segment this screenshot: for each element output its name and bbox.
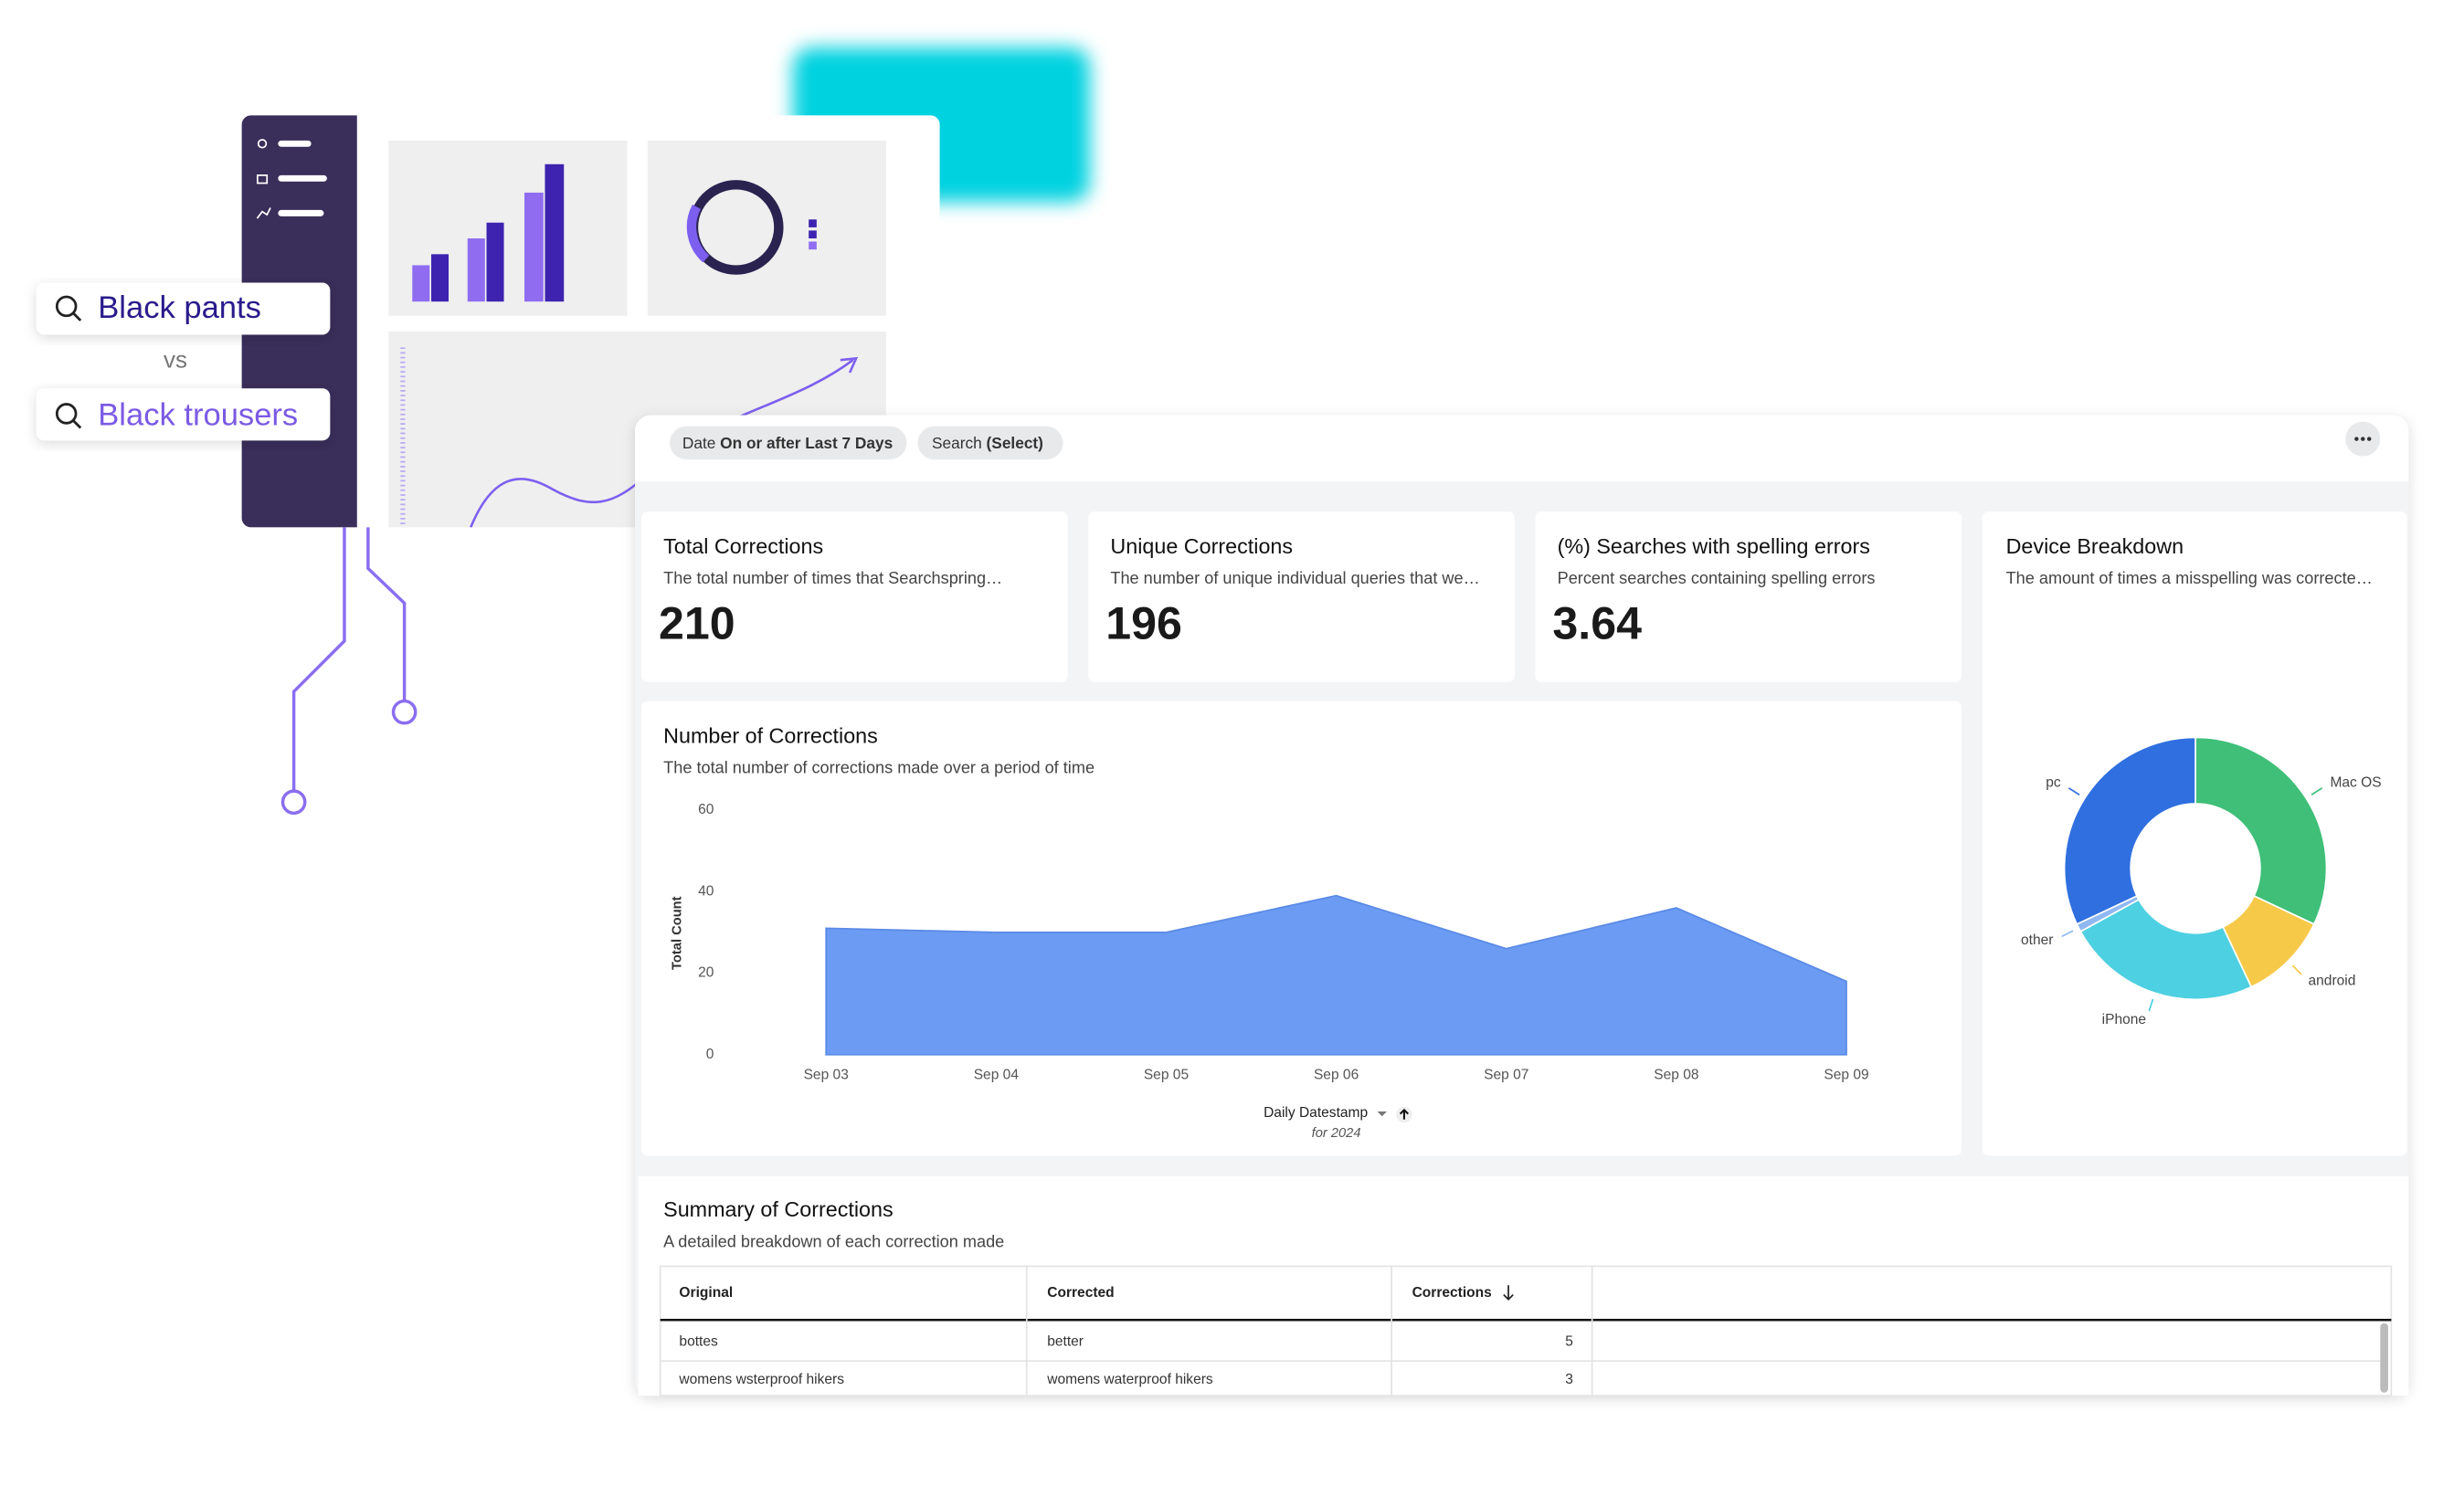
x-tick-label: Sep 04 — [974, 1067, 1020, 1082]
mini-line — [470, 359, 854, 528]
y-tick-label: 40 — [698, 883, 714, 899]
mini-bars — [412, 163, 565, 302]
filter-value: (Select) — [987, 433, 1043, 451]
card — [1088, 511, 1515, 682]
filter-text: Date On or after Last 7 Days — [682, 433, 893, 451]
table-cell: womens wsterproof hikers — [678, 1372, 844, 1387]
y-tick-label: 0 — [706, 1047, 714, 1062]
area — [825, 894, 1847, 1056]
y-tick-label: 20 — [698, 965, 714, 981]
card — [1982, 511, 2407, 1156]
dashboard: Date On or after Last 7 Days Search (Sel… — [635, 415, 2409, 1397]
circuit — [280, 527, 418, 816]
kpi-value: 210 — [659, 598, 735, 649]
filter-bar — [635, 415, 2409, 482]
search-text: Black trousers — [98, 398, 298, 433]
x-tick-label: Sep 05 — [1144, 1067, 1189, 1082]
card — [1535, 511, 1962, 682]
mini-arrow — [840, 356, 859, 374]
x-axis-note: for 2024 — [1312, 1126, 1361, 1141]
leader-line — [2291, 964, 2302, 975]
card-title: Number of Corrections — [663, 723, 878, 747]
sort-indicator — [1503, 1285, 1514, 1301]
scrollbar[interactable] — [2380, 1322, 2388, 1393]
x-tick-label: Sep 07 — [1484, 1067, 1528, 1082]
search-pill: Black trousers — [36, 388, 331, 441]
vs-label: vs — [164, 348, 187, 374]
column-header: Original — [679, 1285, 733, 1301]
card-subtitle: The amount of times a misspelling was co… — [2006, 569, 2373, 587]
donut-slice — [2063, 736, 2196, 926]
donut-slice — [2079, 898, 2253, 1001]
x-axis-title: Daily Datestamp — [1264, 1105, 1368, 1121]
card-title: (%) Searches with spelling errors — [1558, 534, 1870, 558]
table-subtitle: A detailed breakdown of each correction … — [663, 1232, 1004, 1250]
mini-card — [647, 140, 886, 316]
card-subtitle: The total number of times that Searchspr… — [663, 569, 1002, 587]
table-frame — [659, 1265, 2393, 1397]
card-title: Total Corrections — [663, 534, 823, 558]
filter-chip[interactable] — [670, 426, 907, 460]
slice-label: iPhone — [2102, 1012, 2146, 1027]
col-rules — [1025, 1266, 1593, 1396]
search-pill: Black pants — [36, 282, 331, 335]
card — [638, 1175, 2409, 1396]
column-header: Corrections — [1412, 1285, 1493, 1301]
more-dots — [2354, 437, 2372, 441]
leader-line — [2067, 787, 2080, 795]
card — [640, 511, 1068, 682]
card-subtitle: The number of unique individual queries … — [1110, 569, 1479, 587]
search-text: Black pants — [98, 290, 261, 325]
slice-label: android — [2309, 973, 2356, 988]
slice-label: other — [2021, 932, 2053, 948]
kpi-value: 196 — [1105, 598, 1182, 649]
table-cell: bottes — [679, 1334, 718, 1350]
table-cell: better — [1047, 1334, 1084, 1350]
filter-field: Search — [932, 433, 982, 451]
kpi-value: 3.64 — [1552, 598, 1642, 649]
table-cell: 3 — [1565, 1372, 1573, 1387]
table-cell: womens waterproof hikers — [1046, 1372, 1213, 1387]
slice-label: Mac OS — [2330, 774, 2381, 790]
slice-label: pc — [2046, 774, 2061, 790]
donut-slice — [2194, 736, 2328, 926]
card-subtitle: The total number of corrections made ove… — [663, 759, 1095, 777]
leader-line — [2061, 930, 2074, 938]
x-tick-label: Sep 08 — [1654, 1067, 1698, 1082]
x-tick-label: Sep 03 — [804, 1067, 849, 1082]
table-cell: 5 — [1565, 1334, 1573, 1350]
card-title: Device Breakdown — [2006, 534, 2184, 558]
x-tick-label: Sep 09 — [1824, 1067, 1868, 1082]
table-title: Summary of Corrections — [663, 1197, 894, 1221]
filter-text: Search (Select) — [932, 433, 1043, 451]
sort-arrow — [1399, 1108, 1409, 1120]
filter-value: On or after Last 7 Days — [720, 433, 893, 451]
card-title: Unique Corrections — [1110, 534, 1293, 558]
sort-caret — [1377, 1111, 1387, 1117]
column-header: Corrected — [1047, 1285, 1114, 1301]
y-axis-title: Total Count — [671, 896, 685, 970]
sidebar-icons — [256, 139, 327, 219]
card-subtitle: Percent searches containing spelling err… — [1558, 569, 1876, 587]
filter-chip[interactable] — [917, 426, 1063, 460]
leader-line — [2311, 787, 2323, 795]
leader-line — [2148, 998, 2154, 1012]
filter-field: Date — [682, 433, 715, 451]
mini-donut-seg — [686, 205, 710, 263]
mini-legend — [809, 219, 817, 250]
y-tick-label: 60 — [698, 802, 714, 817]
x-tick-label: Sep 06 — [1314, 1067, 1359, 1082]
